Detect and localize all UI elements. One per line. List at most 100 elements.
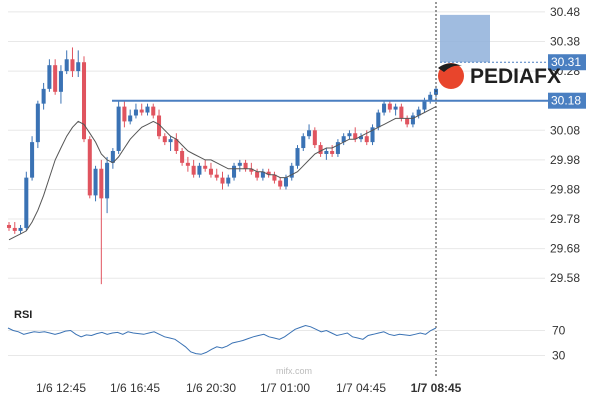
rsi-line [7, 324, 437, 355]
candle-body-11 [70, 59, 75, 72]
candle-body-43 [255, 171, 260, 178]
candle-body-53 [312, 130, 317, 146]
candle-body-42 [249, 168, 254, 172]
candle-body-40 [237, 162, 242, 166]
candle-body-4 [30, 142, 35, 178]
candle-body-67 [393, 106, 398, 110]
candle-body-24 [145, 106, 150, 113]
candle-body-27 [162, 136, 167, 143]
rsi-panel: 70 30 [7, 324, 566, 363]
x-tick-label-5: 1/7 08:45 [411, 381, 462, 395]
price-axis: 30.4830.3830.2830.0829.9829.8829.7829.68… [550, 5, 580, 285]
candle-body-73 [428, 94, 433, 101]
candle-body-70 [410, 115, 415, 125]
watermark: mifx.com [276, 366, 312, 376]
y-tick-label-5: 29.88 [550, 182, 580, 196]
candle-body-0 [6, 224, 12, 228]
y-tick-label-4: 29.98 [550, 153, 580, 167]
rsi-tick-label-1: 30 [552, 349, 566, 363]
candlestick-series [6, 47, 439, 285]
target-zone-layer [440, 14, 548, 63]
candle-body-45 [266, 171, 271, 175]
candle-body-20 [122, 106, 127, 122]
candle-body-65 [382, 103, 387, 113]
candle-body-55 [324, 151, 329, 154]
candle-body-19 [116, 106, 121, 151]
candle-body-9 [58, 71, 63, 92]
logo-text: PEDIAFX [470, 65, 561, 88]
candle-body-10 [64, 59, 69, 72]
candle-body-18 [110, 151, 115, 163]
pediafx-logo: PEDIAFX [438, 63, 561, 89]
candle-body-58 [341, 136, 346, 143]
price-label-current: 30.18 [551, 94, 581, 108]
candle-body-41 [243, 162, 248, 169]
candle-body-61 [358, 136, 364, 140]
candle-body-3 [24, 177, 29, 228]
candle-body-33 [197, 165, 202, 175]
candle-body-28 [168, 139, 173, 143]
logo-swoosh-icon [438, 63, 462, 72]
candle-body-36 [214, 174, 219, 178]
candle-body-56 [330, 151, 335, 154]
candle-body-47 [278, 180, 283, 187]
candle-body-39 [232, 165, 237, 178]
candle-body-57 [335, 142, 340, 154]
candle-body-22 [133, 109, 138, 116]
candle-body-44 [260, 171, 265, 178]
y-tick-label-1: 30.38 [550, 35, 580, 49]
y-tick-label-6: 29.78 [550, 212, 580, 226]
candle-body-30 [180, 151, 185, 163]
price-label-upper: 30.31 [551, 55, 581, 69]
candle-body-46 [272, 174, 277, 181]
candle-body-59 [347, 133, 352, 137]
candle-body-8 [53, 65, 58, 92]
candle-body-26 [157, 115, 162, 137]
candle-body-7 [47, 65, 52, 89]
candle-body-15 [93, 168, 98, 196]
candle-body-51 [301, 136, 306, 149]
candle-body-60 [353, 133, 358, 140]
y-tick-label-8: 29.58 [550, 271, 580, 285]
candle-body-5 [35, 103, 40, 143]
candle-body-13 [81, 62, 87, 140]
candle-body-49 [289, 165, 294, 178]
candle-body-52 [307, 130, 312, 137]
candle-body-6 [41, 88, 46, 104]
candle-body-50 [295, 148, 300, 166]
candle-body-29 [174, 139, 179, 151]
y-tick-label-3: 30.08 [550, 123, 580, 137]
price-labels: 30.31 30.18 [548, 54, 586, 109]
candle-body-38 [226, 177, 231, 184]
candle-body-72 [422, 100, 427, 110]
candle-body-32 [191, 165, 196, 175]
price-label-box-upper [548, 54, 586, 71]
x-tick-label-0: 1/6 12:45 [36, 381, 86, 395]
rsi-title: RSI [14, 309, 32, 321]
x-tick-label-3: 1/7 01:00 [260, 381, 310, 395]
candle-body-66 [387, 103, 392, 110]
time-axis: 1/6 12:45 1/6 16:45 1/6 20:30 1/7 01:00 1/7 … [36, 381, 462, 395]
x-tick-label-1: 1/6 16:45 [110, 381, 160, 395]
candle-body-48 [283, 177, 288, 187]
price-label-box-current [548, 92, 586, 109]
y-tick-label-0: 30.48 [550, 5, 580, 19]
candle-body-68 [399, 106, 404, 119]
candle-body-62 [364, 136, 369, 143]
target-zone [440, 14, 490, 63]
rsi-tick-label-0: 70 [552, 324, 566, 338]
candle-body-1 [12, 227, 17, 231]
x-tick-label-4: 1/7 04:45 [336, 381, 386, 395]
candle-body-63 [370, 127, 375, 143]
candle-body-37 [220, 177, 225, 184]
moving-average-line [8, 106, 437, 241]
candle-body-2 [18, 227, 23, 231]
candle-body-35 [208, 168, 213, 175]
candle-body-12 [76, 62, 81, 72]
candle-body-14 [87, 139, 92, 196]
candle-body-34 [203, 165, 208, 169]
candle-body-21 [128, 115, 133, 122]
y-tick-label-7: 29.68 [550, 242, 580, 256]
candle-body-54 [318, 145, 323, 154]
